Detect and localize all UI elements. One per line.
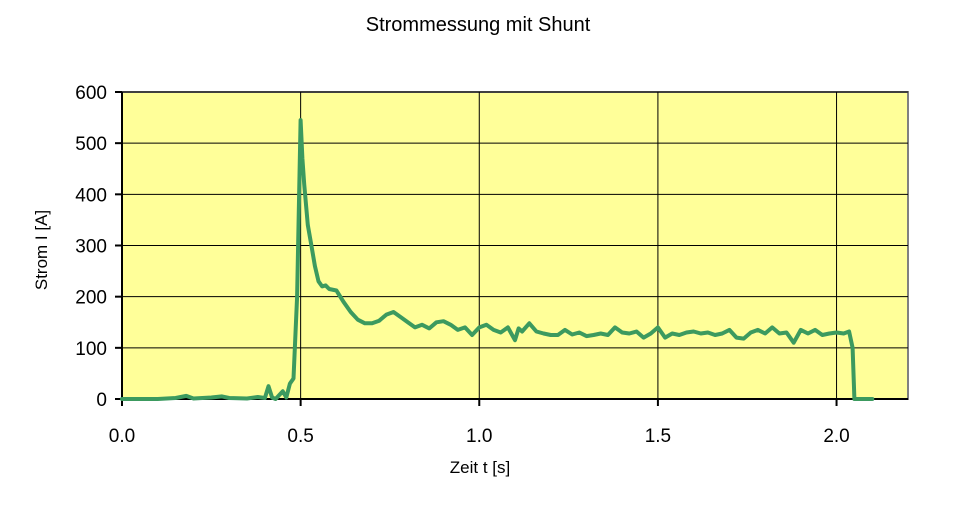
y-tick-label: 300 [75, 237, 107, 258]
x-axis-label: Zeit t [s] [450, 458, 510, 477]
x-tick-label: 0.0 [109, 426, 135, 447]
y-tick-label: 400 [75, 185, 107, 206]
y-tick-label: 100 [75, 339, 107, 360]
y-tick-label: 500 [75, 134, 107, 155]
y-tick-label: 0 [96, 390, 107, 411]
x-axis-ticks: 0.0 0.5 1.0 1.5 2.0 [109, 399, 850, 447]
y-axis-ticks: 0 100 200 300 400 500 600 [75, 83, 122, 411]
y-axis-label: Strom I [A] [32, 210, 51, 290]
x-tick-label: 0.5 [287, 426, 313, 447]
y-tick-label: 600 [75, 83, 107, 104]
x-tick-label: 1.0 [466, 426, 492, 447]
x-tick-label: 1.5 [645, 426, 671, 447]
series-line-0 [120, 118, 875, 401]
x-tick-label: 2.0 [823, 426, 849, 447]
y-tick-label: 200 [75, 288, 107, 309]
chart-title: Strommessung mit Shunt [366, 14, 591, 36]
grid-lines [122, 91, 908, 399]
series-group [120, 118, 875, 401]
